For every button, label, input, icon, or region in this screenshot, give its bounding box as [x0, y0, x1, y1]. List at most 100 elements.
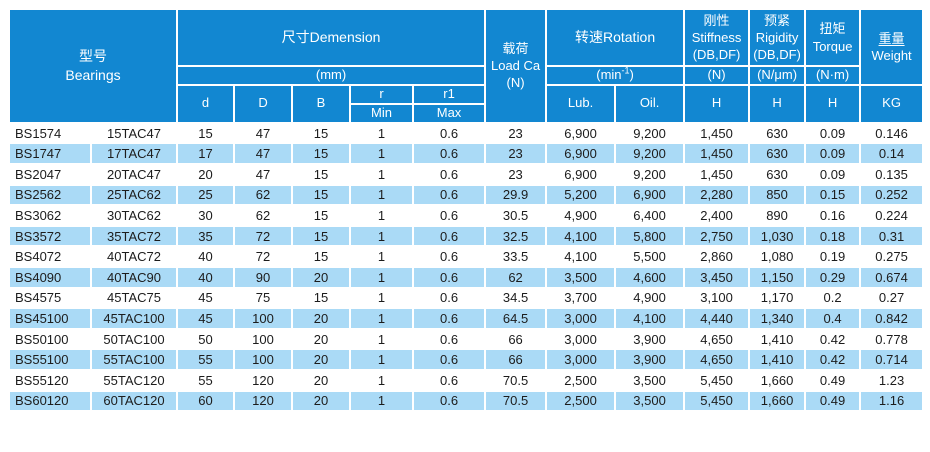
value-cell: 20 [176, 162, 236, 186]
col-header-r: r [349, 84, 415, 105]
value-cell: 20 [291, 348, 352, 371]
value-cell: 850 [748, 183, 807, 207]
value-cell: 1,450 [683, 142, 751, 165]
value-cell: 35TAC72 [89, 224, 179, 248]
value-cell: 1,080 [748, 245, 807, 268]
value-cell: 0.252 [859, 183, 925, 207]
model-en-label: Bearings [65, 66, 121, 83]
value-cell: 0.16 [804, 204, 862, 227]
value-cell: 890 [748, 204, 807, 227]
page: 型号 Bearings 尺寸Demension 载荷 Load Ca (N) 转… [7, 8, 925, 413]
value-cell: 20TAC47 [89, 162, 179, 186]
value-cell: 120 [233, 368, 294, 392]
oil-label: Oil. [639, 95, 660, 111]
value-cell: 0.29 [804, 265, 862, 289]
value-cell: 66 [484, 348, 548, 371]
value-cell: 3,500 [614, 389, 686, 413]
col-header-load: 载荷 Load Ca (N) [484, 8, 548, 124]
table-body: BS1574 15TAC47 15 47 15 1 0.6 23 6,900 9,200 1,450… [8, 121, 925, 413]
rotation-unit-label: (min-1) [596, 66, 634, 83]
torque-unit-cell: (N·m) [804, 65, 862, 86]
rotation-unit-cell: (min-1) [545, 65, 686, 86]
value-cell: 5,450 [683, 368, 751, 392]
value-cell: 66 [484, 327, 548, 351]
value-cell: 0.49 [804, 368, 862, 392]
value-cell: 45 [176, 286, 236, 310]
value-cell: 0.6 [412, 327, 487, 351]
value-cell: 0.674 [859, 265, 925, 289]
value-cell: 4,100 [545, 224, 617, 248]
value-cell: 1 [349, 121, 415, 145]
value-cell: 630 [748, 121, 807, 145]
stiffness-unit-label: (N) [707, 67, 726, 83]
header-row-4: Min Max [9, 102, 923, 124]
value-cell: 15 [291, 121, 352, 145]
value-cell: 47 [233, 121, 294, 145]
value-cell: 0.27 [859, 286, 925, 310]
value-cell: 0.09 [804, 162, 862, 186]
value-cell: 100 [233, 348, 294, 371]
table-row: BS55100 55TAC100 55 100 20 1 0.6 66 3,000 3,900 4,… [8, 348, 925, 371]
value-cell: 1 [349, 183, 415, 207]
value-cell: 60 [176, 389, 236, 413]
value-cell: 0.4 [804, 307, 862, 330]
bearing-code-cell: BS4575 [8, 286, 92, 310]
value-cell: 0.19 [804, 245, 862, 268]
col-header-rigidity: 预紧 Rigidity (DB,DF) [748, 8, 807, 67]
min-label: Min [371, 104, 392, 120]
value-cell: 33.5 [484, 245, 548, 268]
bearing-code-cell: BS2047 [8, 162, 92, 186]
d-label: d [201, 95, 210, 111]
col-header-D: D [233, 84, 294, 124]
bearing-code-cell: BS60120 [8, 389, 92, 413]
value-cell: 0.2 [804, 286, 862, 310]
value-cell: 120 [233, 389, 294, 413]
value-cell: 30.5 [484, 204, 548, 227]
value-cell: 0.842 [859, 307, 925, 330]
value-cell: 45TAC100 [89, 307, 179, 330]
bearing-code-cell: BS55100 [8, 348, 92, 371]
value-cell: 6,400 [614, 204, 686, 227]
value-cell: 6,900 [545, 162, 617, 186]
value-cell: 0.275 [859, 245, 925, 268]
col-header-r1-max: Max [412, 102, 487, 124]
value-cell: 0.31 [859, 224, 925, 248]
value-cell: 90 [233, 265, 294, 289]
bearing-code-cell: BS4072 [8, 245, 92, 268]
value-cell: 1,150 [748, 265, 807, 289]
table-row: BS1574 15TAC47 15 47 15 1 0.6 23 6,900 9,200 1,450… [8, 121, 925, 145]
col-header-stiffness-h: H [683, 84, 751, 124]
kg-label: KG [882, 95, 901, 111]
value-cell: 4,440 [683, 307, 751, 330]
dimension-unit-label: (mm) [315, 67, 347, 83]
value-cell: 5,800 [614, 224, 686, 248]
bearing-code-cell: BS50100 [8, 327, 92, 351]
value-cell: 47 [233, 162, 294, 186]
col-header-d: d [176, 84, 236, 124]
value-cell: 30 [176, 204, 236, 227]
table-row: BS3062 30TAC62 30 62 15 1 0.6 30.5 4,900 6,400 2,4… [8, 204, 925, 227]
stiffness-en-label: Stiffness [691, 29, 742, 45]
col-header-rigidity-h: H [748, 84, 807, 124]
value-cell: 0.6 [412, 204, 487, 227]
value-cell: 62 [233, 204, 294, 227]
value-cell: 55TAC100 [89, 348, 179, 371]
col-header-r1: r1 [412, 84, 487, 105]
value-cell: 4,100 [545, 245, 617, 268]
header-row-1: 型号 Bearings 尺寸Demension 载荷 Load Ca (N) 转… [7, 8, 925, 124]
value-cell: 4,900 [545, 204, 617, 227]
col-header-B: B [291, 84, 352, 124]
lub-label: Lub. [567, 95, 594, 111]
value-cell: 60TAC120 [89, 389, 179, 413]
value-cell: 55 [176, 368, 236, 392]
value-cell: 23 [484, 162, 548, 186]
value-cell: 70.5 [484, 389, 548, 413]
value-cell: 3,500 [545, 265, 617, 289]
value-cell: 15 [291, 162, 352, 186]
col-header-lub: Lub. [545, 84, 617, 124]
header-row-3: d D B r r1 Lub. Oil. H H H KG [9, 84, 925, 124]
col-header-oil: Oil. [614, 84, 686, 124]
value-cell: 0.09 [804, 121, 862, 145]
value-cell: 15 [291, 224, 352, 248]
value-cell: 1,030 [748, 224, 807, 248]
